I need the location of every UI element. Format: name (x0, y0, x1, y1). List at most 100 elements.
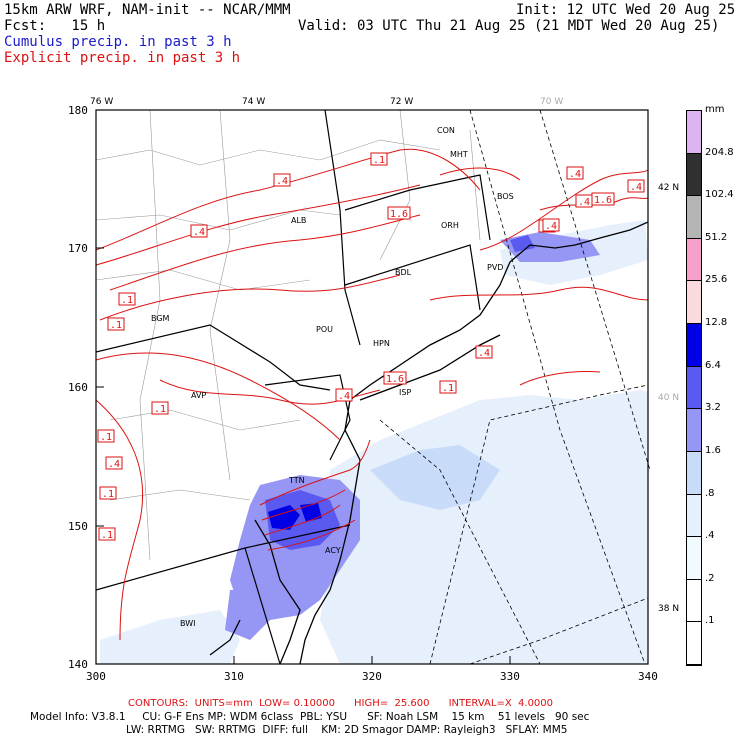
contour-label: .1 (107, 317, 125, 331)
colorbar-swatch (687, 153, 701, 197)
lat-label: 40 N (658, 393, 679, 403)
contour-label: .1 (370, 152, 388, 166)
explicit-legend-label: Explicit precip. in past 3 h (4, 50, 241, 66)
coastline (209, 221, 649, 665)
colorbar-label: .8 (705, 487, 715, 499)
station-label: BGM (151, 314, 170, 323)
colorbar-swatch (687, 111, 701, 154)
contours-info: CONTOURS: UNITS=mm LOW= 0.10000 HIGH= 25… (128, 698, 554, 709)
contour-label: .4 (105, 456, 123, 470)
svg-text:.4: .4 (108, 459, 120, 470)
contour-label: .4 (190, 224, 208, 238)
colorbar-swatch (687, 451, 701, 495)
contour-label: .4 (475, 345, 493, 359)
station-label: MHT (450, 150, 468, 159)
colorbar-swatch (687, 238, 701, 282)
svg-text:.1: .1 (373, 155, 385, 166)
station-label: ORH (441, 221, 459, 230)
contour-label: .4 (335, 388, 353, 402)
svg-text:.4: .4 (578, 197, 590, 208)
svg-text:.1: .1 (154, 404, 166, 415)
colorbar-swatch (687, 366, 701, 410)
colorbar-label: .2 (705, 572, 715, 584)
colorbar-label: .4 (705, 530, 715, 542)
svg-text:.4: .4 (478, 348, 490, 359)
colorbar-label: 6.4 (705, 359, 721, 371)
station-label: CON (437, 126, 455, 135)
contour-labels: .1 .4 1.6 .4 .4 .4 .4 .1 .1 .4 .1 .4 .1 … (97, 152, 645, 541)
contour-label: .4 (575, 194, 593, 208)
station-label: BWI (180, 619, 195, 628)
colorbar-swatch (687, 579, 701, 623)
station-label: AVP (191, 391, 206, 400)
graticule (379, 109, 651, 665)
contour-label: .1 (151, 401, 169, 415)
cumulus-legend-label: Cumulus precip. in past 3 h (4, 34, 232, 50)
colorbar-unit: mm (705, 104, 725, 115)
svg-text:.1: .1 (442, 383, 454, 394)
station-label: ALB (291, 216, 306, 225)
valid-time: Valid: 03 UTC Thu 21 Aug 25 (21 MDT Wed … (298, 18, 720, 34)
map-panel: .1 .4 1.6 .4 .4 .4 .4 .1 .1 .4 .1 .4 .1 … (95, 109, 651, 665)
y-tick-label: 140 (68, 658, 88, 671)
svg-text:.1: .1 (100, 432, 112, 443)
svg-text:.4: .4 (276, 176, 288, 187)
contour-label: .4 (542, 218, 560, 232)
station-label: BDL (395, 268, 412, 277)
y-tick-label: 150 (68, 520, 88, 533)
station-label: BOS (497, 192, 514, 201)
y-tick-label: 160 (68, 381, 88, 394)
svg-text:.4: .4 (569, 169, 581, 180)
svg-text:.4: .4 (193, 227, 205, 238)
station-label: HPN (373, 339, 390, 348)
svg-text:1.6: 1.6 (386, 374, 404, 385)
lon-label: 70 W (540, 97, 563, 107)
x-tick-label: 320 (362, 670, 382, 683)
svg-text:.4: .4 (338, 391, 350, 402)
colorbar-swatch (687, 196, 701, 239)
tick-marks (95, 109, 649, 665)
svg-text:.1: .1 (121, 295, 133, 306)
lon-label: 76 W (90, 97, 113, 107)
y-tick-label: 170 (68, 242, 88, 255)
precip-shading (100, 220, 648, 664)
colorbar-swatch (687, 494, 701, 538)
svg-text:.1: .1 (102, 489, 114, 500)
station-label: POU (316, 325, 333, 334)
contour-label: .1 (99, 486, 117, 500)
lat-label: 38 N (658, 604, 679, 614)
colorbar-label: 12.8 (705, 317, 728, 329)
station-labels: CON MHT BOS ORH ALB BDL PVD BGM POU HPN … (151, 126, 514, 628)
x-tick-label: 340 (638, 670, 658, 683)
svg-text:1.6: 1.6 (594, 195, 612, 206)
contour-label: .1 (439, 380, 457, 394)
x-tick-label: 310 (224, 670, 244, 683)
contour-label: .1 (97, 429, 115, 443)
contour-label: .4 (273, 173, 291, 187)
contour-label: .1 (118, 292, 136, 306)
svg-text:.4: .4 (630, 182, 642, 193)
colorbar-label: 25.6 (705, 274, 728, 286)
station-label: ACY (325, 546, 341, 555)
lon-label: 74 W (242, 97, 265, 107)
y-tick-label: 180 (68, 104, 88, 117)
colorbar-label: 51.2 (705, 231, 728, 243)
svg-text:.1: .1 (101, 530, 113, 541)
contour-label: 1.6 (591, 192, 615, 206)
colorbar-swatch (687, 324, 701, 367)
lat-label: 42 N (658, 183, 679, 193)
svg-text:.1: .1 (110, 320, 122, 331)
x-tick-label: 300 (86, 670, 106, 683)
station-label: TTN (288, 476, 305, 485)
contour-label: .4 (566, 166, 584, 180)
contour-label: 1.6 (387, 206, 411, 220)
colorbar-swatch (687, 537, 701, 580)
forecast-hour: Fcst: 15 h (4, 18, 106, 34)
lon-label: 72 W (390, 97, 413, 107)
colorbar-label: 102.4 (705, 189, 734, 201)
explicit-precip-contours (95, 148, 649, 641)
colorbar-swatch (687, 281, 701, 325)
svg-text:.4: .4 (545, 221, 557, 232)
contour-label: .1 (98, 527, 116, 541)
